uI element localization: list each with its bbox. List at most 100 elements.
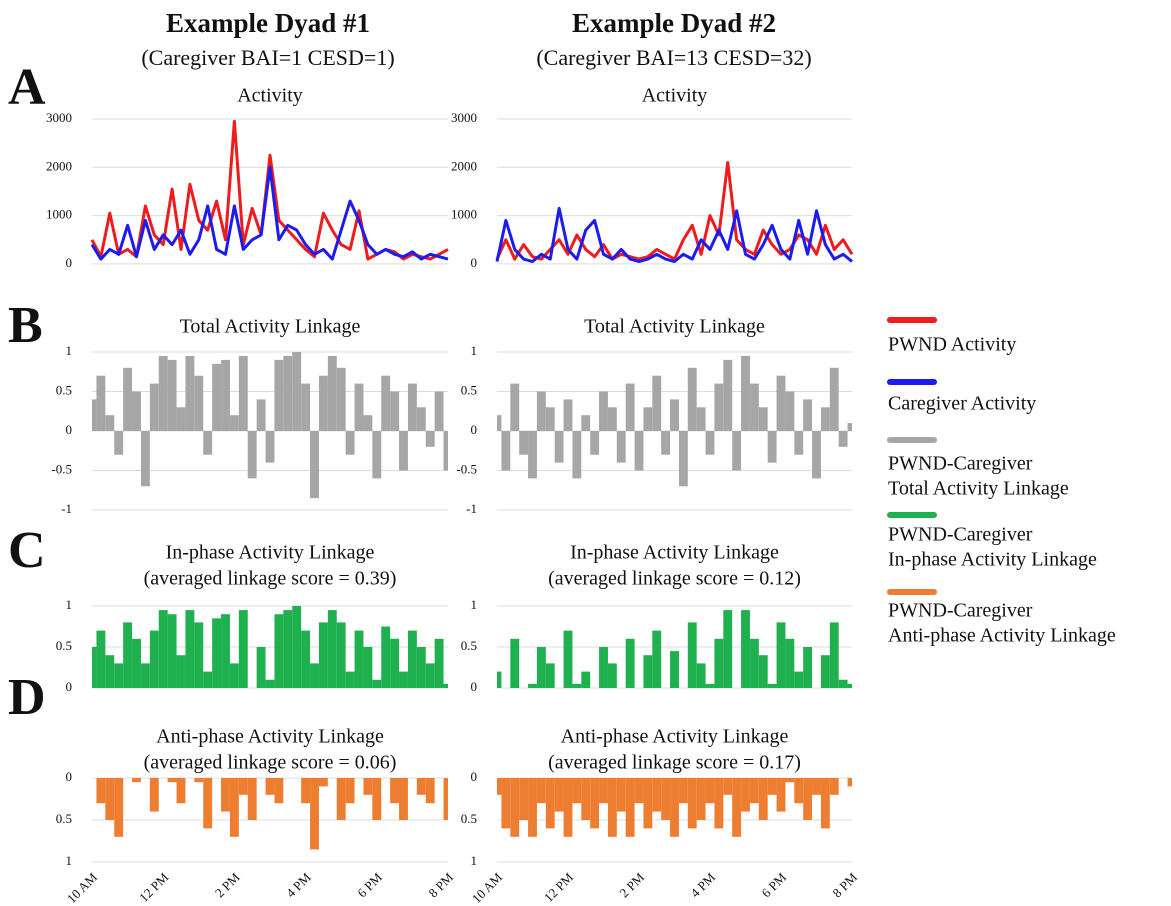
linkage-bar (363, 647, 373, 688)
linkage-bar (140, 663, 150, 688)
linkage-bar (229, 415, 239, 431)
linkage-bar (741, 355, 750, 431)
linkage-bar (670, 651, 679, 688)
y-tick-label: -1 (466, 501, 477, 516)
linkage-bar (301, 630, 311, 688)
linkage-bar (390, 638, 400, 688)
y-tick-label: 0 (471, 255, 478, 270)
linkage-bar (545, 778, 555, 829)
x-tick-label: 2 PM (212, 869, 243, 900)
linkage-bar (829, 778, 839, 795)
linkage-bar (643, 655, 653, 688)
y-tick-label: 1 (66, 597, 73, 612)
linkage-bar (292, 606, 302, 688)
linkage-bar (212, 363, 222, 431)
linkage-bar (581, 415, 591, 431)
chart-title: Activity (642, 85, 708, 107)
linkage-bar (194, 375, 204, 431)
linkage-bar (497, 671, 502, 688)
linkage-bar (114, 663, 124, 688)
linkage-bar (149, 630, 159, 688)
linkage-bar (105, 655, 115, 688)
linkage-bar (758, 778, 768, 820)
linkage-bar (123, 622, 133, 688)
column-title: Example Dyad #1 (166, 8, 370, 38)
x-tick-label: 2 PM (616, 869, 647, 900)
linkage-bar (372, 778, 382, 820)
linkage-bar (714, 383, 724, 431)
legend-label: PWND-Caregiver (888, 600, 1033, 622)
linkage-bar (687, 622, 697, 688)
linkage-bar (838, 679, 848, 688)
linkage-bar (327, 355, 337, 431)
linkage-bar (140, 431, 150, 487)
linkage-bar (96, 630, 106, 688)
linkage-bar (318, 375, 328, 431)
linkage-bar (785, 391, 795, 431)
linkage-bar (247, 431, 257, 479)
linkage-bar (372, 431, 382, 479)
linkage-bar (572, 683, 582, 688)
linkage-bar (443, 778, 448, 820)
linkage-bar (132, 391, 141, 431)
linkage-bar (301, 778, 311, 804)
linkage-bar (661, 778, 671, 820)
linkage-bar (758, 407, 768, 431)
linkage-bar (696, 407, 706, 431)
linkage-bar (732, 431, 742, 471)
linkage-bar (158, 355, 168, 431)
linkage-bar (443, 431, 448, 471)
linkage-bar (416, 778, 426, 795)
linkage-bar (132, 638, 141, 688)
y-tick-label: 2000 (451, 158, 477, 173)
linkage-bar (229, 778, 239, 837)
x-tick-label: 6 PM (354, 869, 385, 900)
linkage-bar (336, 622, 346, 688)
linkage-bar (794, 671, 804, 688)
linkage-bar (847, 683, 852, 688)
x-tick-label: 6 PM (758, 869, 789, 900)
linkage-bar (829, 367, 839, 431)
linkage-bar (185, 610, 195, 688)
y-tick-label: 0.5 (461, 811, 477, 826)
linkage-bar (345, 671, 355, 688)
linkage-bar (221, 778, 230, 812)
linkage-bar (599, 778, 608, 804)
linkage-bar (407, 630, 417, 688)
linkage-bar (149, 383, 159, 431)
linkage-bar (310, 663, 319, 688)
linkage-bar (310, 431, 319, 499)
linkage-bar (820, 407, 830, 431)
linkage-bar (519, 778, 529, 820)
linkage-bar (399, 778, 408, 820)
y-tick-label: -1 (61, 501, 72, 516)
linkage-bar (803, 647, 813, 688)
linkage-bar (572, 778, 582, 804)
linkage-bar (292, 352, 302, 431)
linkage-bar (425, 431, 435, 447)
y-tick-label: -0.5 (456, 461, 477, 476)
linkage-bar (616, 778, 626, 812)
linkage-bar (545, 663, 555, 688)
linkage-bar (256, 647, 266, 688)
x-tick-label: 8 PM (425, 869, 456, 900)
linkage-bar (336, 778, 346, 820)
linkage-bar (96, 375, 106, 431)
y-tick-label: 0.5 (461, 382, 477, 397)
linkage-bar (132, 778, 141, 783)
y-tick-label: 3000 (46, 110, 72, 125)
linkage-bar (723, 778, 733, 795)
linkage-bar (652, 375, 662, 431)
linkage-bar (238, 355, 248, 431)
column-title: Example Dyad #2 (572, 8, 776, 38)
linkage-bar (114, 431, 124, 455)
y-tick-label: 1 (471, 343, 478, 358)
linkage-bar (625, 638, 635, 688)
linkage-bar (741, 778, 750, 812)
linkage-bar (607, 663, 617, 688)
linkage-bar (749, 383, 759, 431)
legend-label: PWND-Caregiver (888, 453, 1033, 475)
linkage-bar (785, 778, 795, 783)
linkage-bar (318, 622, 328, 688)
linkage-bar (158, 610, 168, 688)
